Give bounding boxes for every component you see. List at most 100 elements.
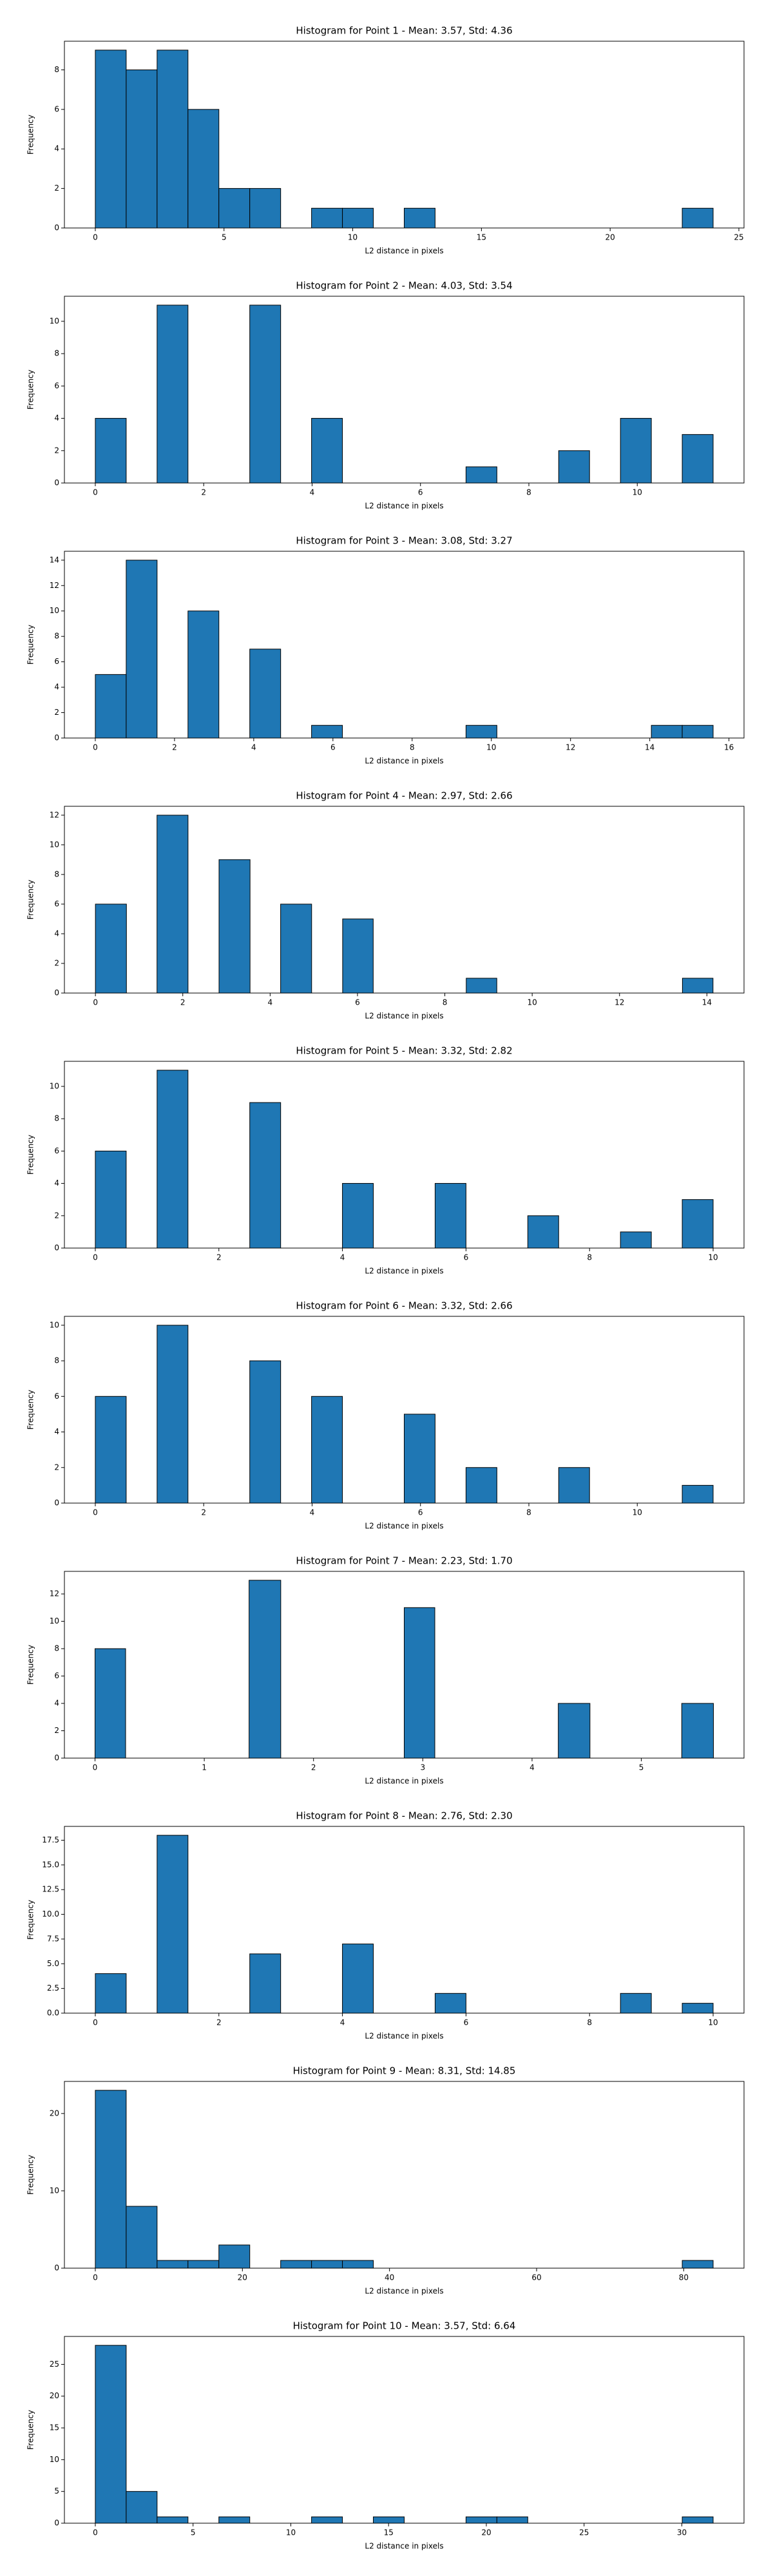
x-axis-label: L2 distance in pixels — [365, 1012, 443, 1021]
y-tick-label: 6 — [54, 1146, 59, 1155]
y-tick-label: 8 — [54, 1356, 59, 1365]
x-tick-label: 40 — [385, 2273, 394, 2282]
histogram-bar — [342, 207, 374, 229]
y-tick-label: 0 — [54, 478, 59, 488]
x-tick-label: 0 — [93, 2018, 98, 2027]
chart-title: Histogram for Point 6 - Mean: 3.32, Std:… — [296, 1300, 512, 1312]
histogram-bar — [187, 611, 220, 739]
histogram-bar — [465, 2516, 497, 2524]
histogram-bar — [311, 418, 343, 484]
y-tick-label: 10 — [50, 840, 59, 849]
x-axis-label: L2 distance in pixels — [365, 757, 443, 766]
x-tick-label: 20 — [238, 2273, 247, 2282]
x-tick-label: 2 — [216, 1253, 222, 1262]
y-tick-label: 2 — [54, 184, 59, 193]
y-tick-label: 2 — [54, 1211, 59, 1220]
x-tick-label: 2 — [172, 743, 177, 752]
y-tick-label: 12 — [50, 581, 59, 590]
histogram-bar — [342, 2260, 374, 2269]
y-tick-label: 6 — [54, 104, 59, 113]
histogram-bar — [558, 1467, 590, 1504]
x-tick-label: 10 — [486, 743, 496, 752]
histogram-bar — [126, 2206, 158, 2269]
x-axis-label: L2 distance in pixels — [365, 1777, 443, 1786]
histogram-bar — [342, 1183, 374, 1249]
y-tick-label: 2 — [54, 1463, 59, 1472]
y-tick-label: 10 — [50, 316, 59, 325]
histogram-bar — [280, 2260, 312, 2269]
y-tick-label: 12 — [50, 1589, 59, 1598]
x-axis-label: L2 distance in pixels — [365, 2542, 443, 2551]
histogram-bar — [249, 305, 282, 484]
histogram-bar — [404, 1607, 435, 1759]
y-axis-label: Frequency — [26, 625, 35, 665]
axes-frame — [64, 806, 745, 994]
y-tick-label: 4 — [54, 929, 59, 938]
x-tick-label: 2 — [201, 1508, 206, 1517]
x-axis-label: L2 distance in pixels — [365, 502, 443, 511]
histogram-bar — [651, 724, 683, 739]
y-tick-label: 14 — [50, 555, 59, 564]
x-tick-label: 4 — [268, 998, 273, 1007]
x-tick-label: 0 — [93, 2528, 98, 2537]
chart-title: Histogram for Point 5 - Mean: 3.32, Std:… — [296, 1045, 512, 1057]
histogram-bar — [95, 674, 127, 739]
histogram-bar — [434, 1993, 466, 2014]
x-tick-label: 8 — [526, 488, 531, 497]
histogram-bar — [157, 2516, 189, 2524]
histogram-bar — [682, 2003, 714, 2014]
x-tick-label: 0 — [93, 1763, 98, 1772]
y-axis-label: Frequency — [26, 1645, 35, 1685]
y-tick-label: 12 — [50, 810, 59, 819]
y-tick-label: 4 — [54, 1699, 59, 1708]
y-tick-label: 0 — [54, 1244, 59, 1253]
x-axis-label: L2 distance in pixels — [365, 247, 443, 256]
y-axis-label: Frequency — [26, 2155, 35, 2195]
chart-title: Histogram for Point 2 - Mean: 4.03, Std:… — [296, 280, 512, 292]
x-tick-label: 10 — [528, 998, 537, 1007]
axes-frame — [64, 1826, 745, 2014]
y-tick-label: 12.5 — [42, 1885, 59, 1894]
subplot: Histogram for Point 5 - Mean: 3.32, Std:… — [26, 1045, 745, 1276]
y-tick-label: 2.5 — [47, 1984, 59, 1993]
histogram-bar — [620, 1231, 652, 1249]
y-tick-label: 17.5 — [42, 1835, 59, 1844]
histogram-bar — [187, 109, 220, 229]
y-axis-label: Frequency — [26, 1135, 35, 1175]
x-tick-label: 4 — [251, 743, 256, 752]
chart-title: Histogram for Point 10 - Mean: 3.57, Std… — [293, 2320, 516, 2332]
histogram-bar — [681, 1703, 714, 1759]
histogram-bar — [311, 1396, 343, 1504]
histogram-bar — [218, 859, 251, 994]
histogram-bar — [465, 1467, 497, 1504]
histogram-bar — [249, 1360, 282, 1504]
chart-title: Histogram for Point 3 - Mean: 3.08, Std:… — [296, 535, 512, 547]
histogram-bar — [157, 815, 189, 994]
chart-title: Histogram for Point 8 - Mean: 2.76, Std:… — [296, 1810, 512, 1822]
y-axis-label: Frequency — [26, 880, 35, 920]
x-tick-label: 25 — [734, 233, 743, 242]
y-axis-label: Frequency — [26, 1390, 35, 1430]
x-tick-label: 14 — [645, 743, 654, 752]
x-axis-label: L2 distance in pixels — [365, 2032, 443, 2041]
histogram-bar — [620, 1993, 652, 2014]
histogram-bar — [218, 2516, 251, 2524]
y-tick-label: 6 — [54, 657, 59, 666]
x-tick-label: 0 — [93, 1253, 98, 1262]
histogram-bar — [682, 978, 714, 994]
histogram-bar — [465, 724, 497, 739]
histogram-bar — [95, 1150, 127, 1249]
histogram-bar — [404, 1414, 435, 1504]
chart-title: Histogram for Point 1 - Mean: 3.57, Std:… — [296, 25, 512, 37]
x-tick-label: 4 — [340, 2018, 345, 2027]
x-tick-label: 6 — [464, 2018, 469, 2027]
x-tick-label: 10 — [708, 2018, 718, 2027]
histogram-bar — [126, 2491, 158, 2524]
x-tick-label: 6 — [330, 743, 336, 752]
histogram-bar — [311, 724, 343, 739]
axes-frame — [64, 1316, 745, 1504]
histogram-bar — [342, 1944, 374, 2014]
histogram-bar — [249, 1580, 282, 1759]
y-tick-label: 7.5 — [47, 1934, 59, 1943]
